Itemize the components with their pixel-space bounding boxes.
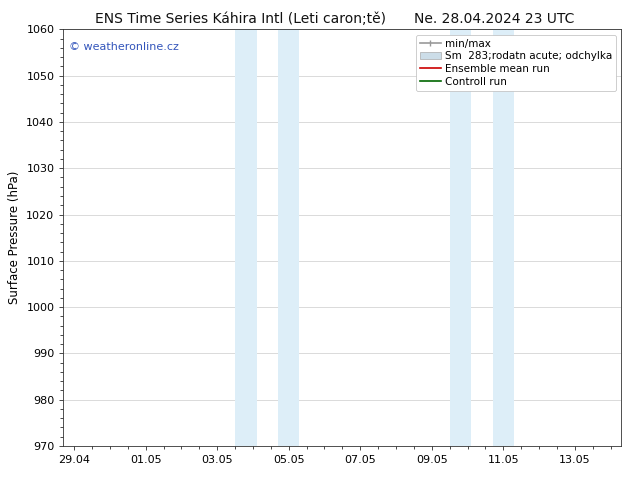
Text: © weatheronline.cz: © weatheronline.cz [69,42,179,52]
Bar [235,29,257,446]
Bar [493,29,514,446]
Text: ENS Time Series Káhira Intl (Leti caron;tě): ENS Time Series Káhira Intl (Leti caron;… [96,12,386,26]
Y-axis label: Surface Pressure (hPa): Surface Pressure (hPa) [8,171,21,304]
Bar [278,29,299,446]
Text: Ne. 28.04.2024 23 UTC: Ne. 28.04.2024 23 UTC [415,12,574,26]
Bar [450,29,471,446]
Legend: min/max, Sm  283;rodatn acute; odchylka, Ensemble mean run, Controll run: min/max, Sm 283;rodatn acute; odchylka, … [415,35,616,91]
